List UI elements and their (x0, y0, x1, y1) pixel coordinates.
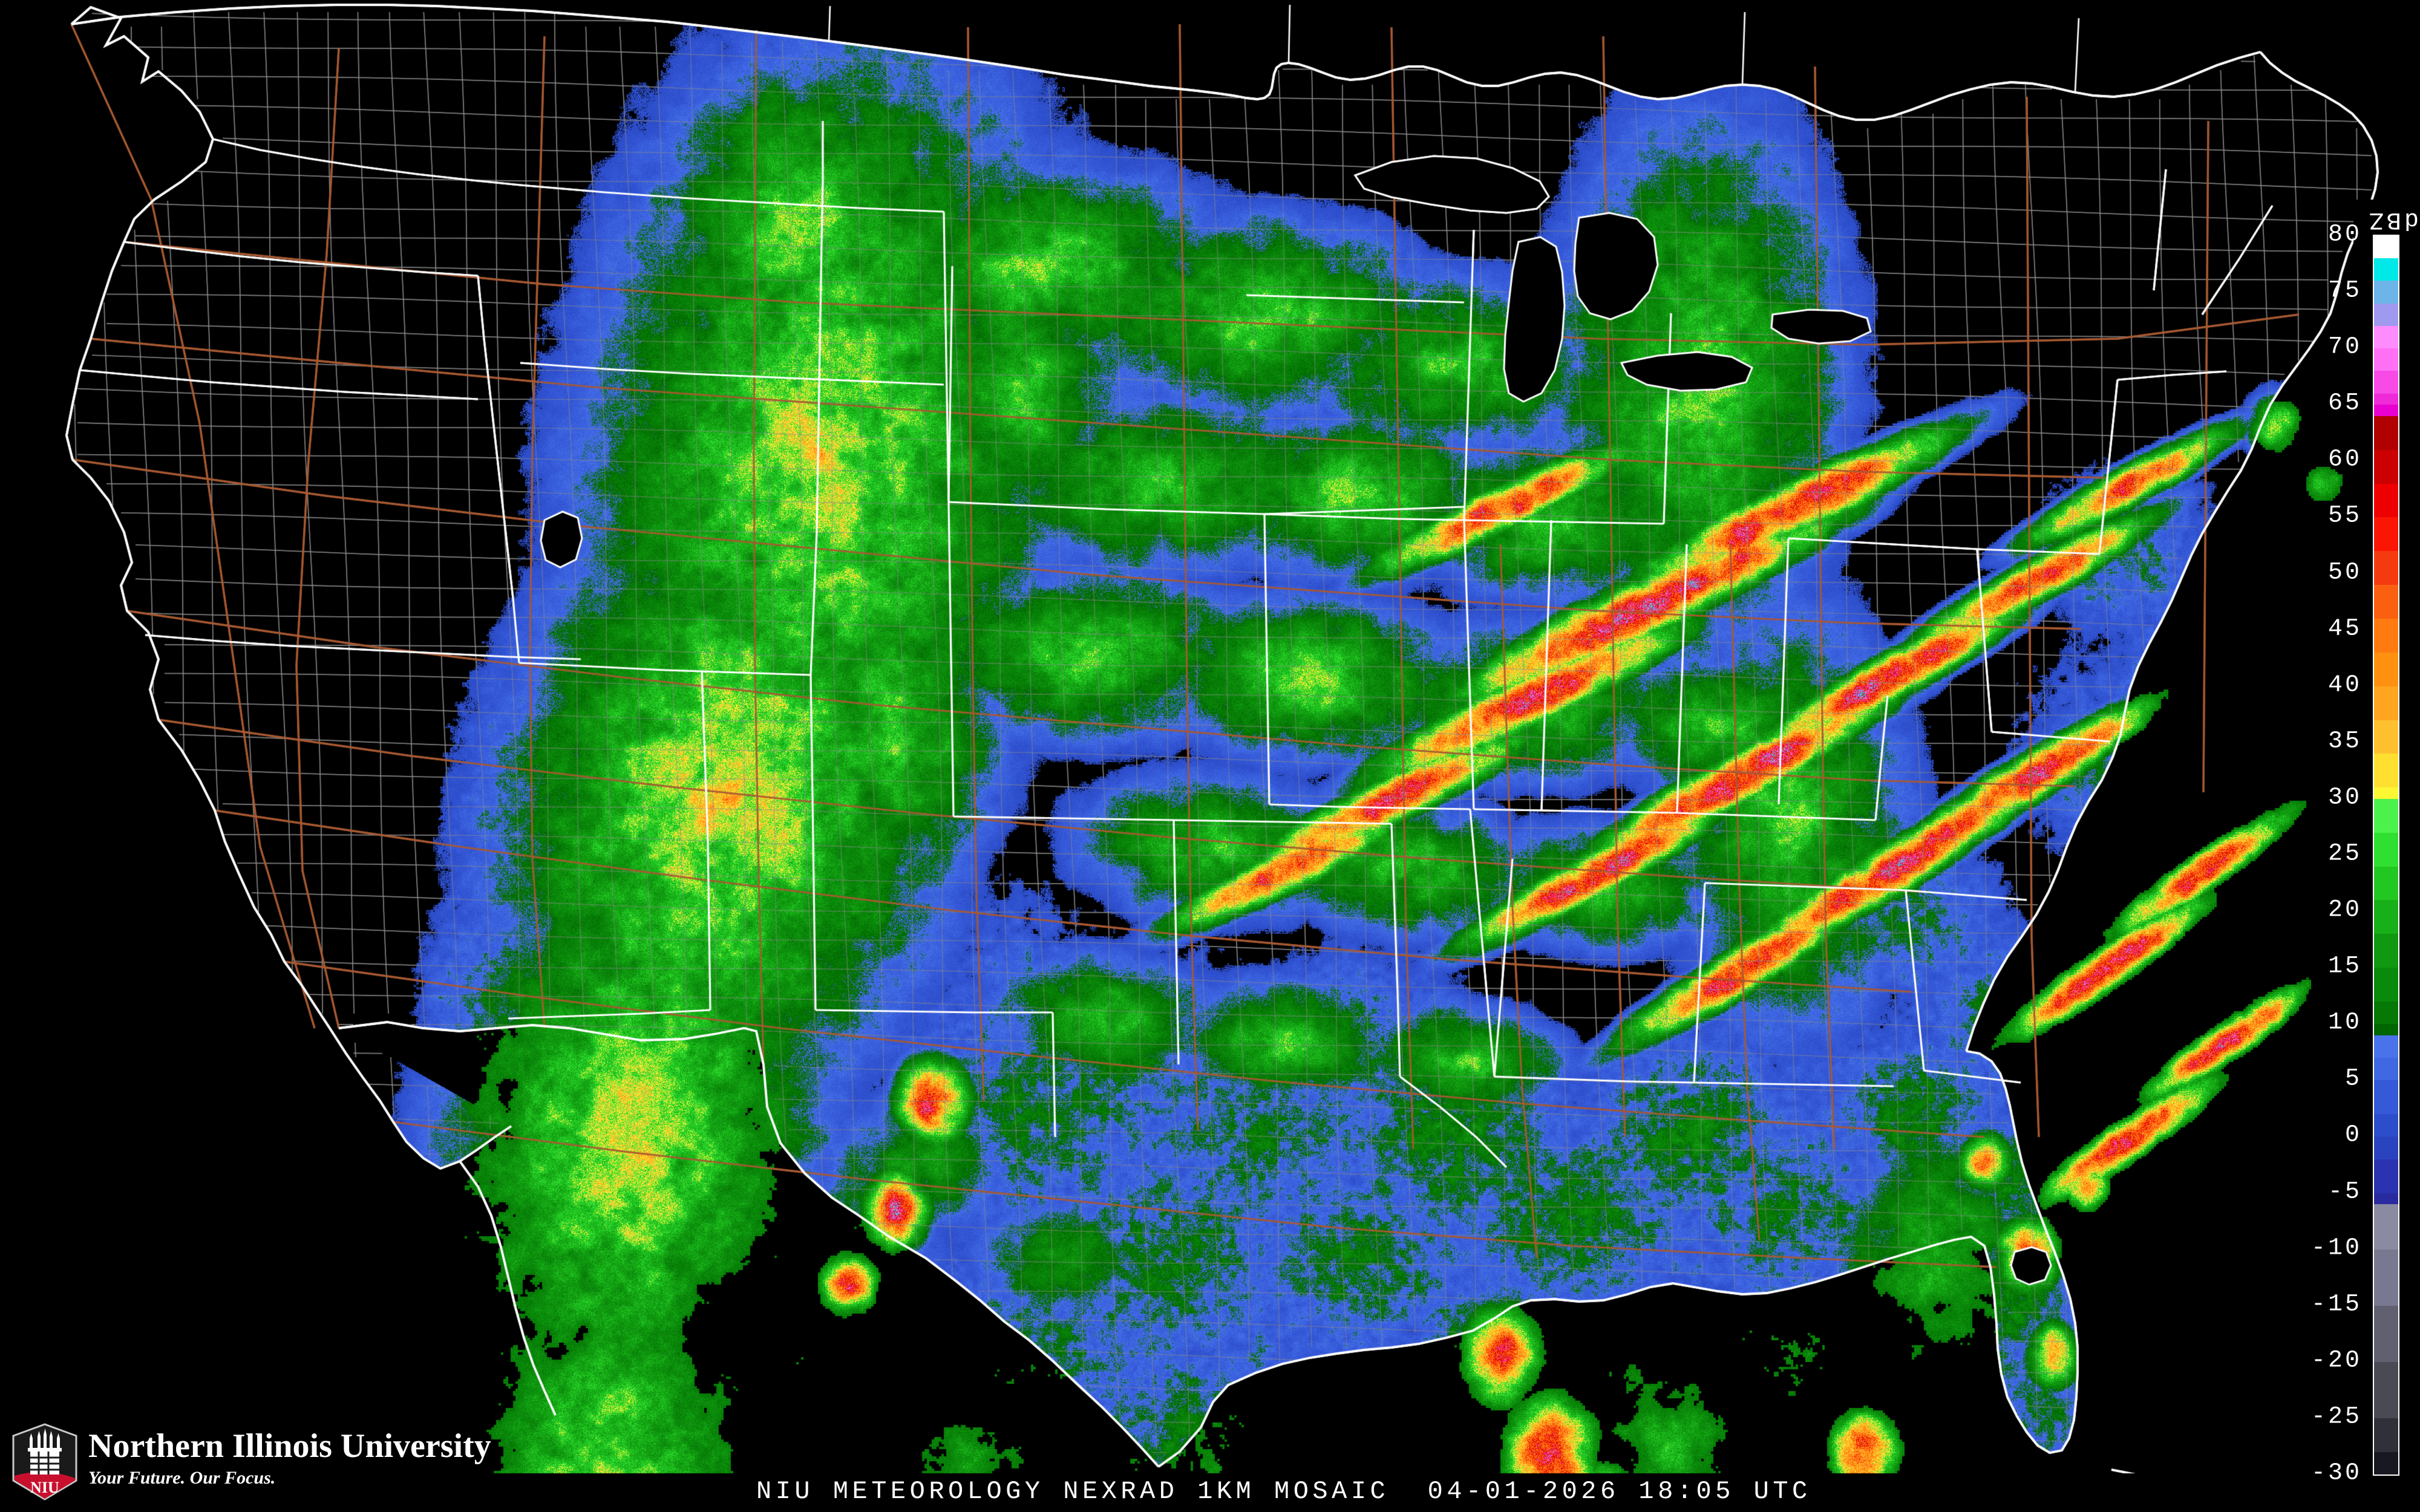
niu-wordmark: Northern Illinois University Your Future… (88, 1427, 491, 1490)
colorbar-segment (2374, 866, 2398, 901)
colorbar-segment (2374, 754, 2398, 788)
colorbar-segment (2374, 483, 2398, 518)
niu-branding: NIU Northern Illinois University Your Fu… (11, 1422, 491, 1501)
colorbar-segment (2374, 393, 2398, 405)
colorbar-segment (2374, 652, 2398, 686)
colorbar-segment (2374, 1249, 2398, 1306)
colorbar-segment (2374, 1136, 2398, 1159)
tower-windows (30, 1452, 59, 1475)
shield-red-band (15, 1471, 75, 1499)
colorbar-tick: 40 (2327, 671, 2362, 699)
colorbar-segment (2374, 371, 2398, 394)
colorbar-segment (2374, 1452, 2398, 1475)
colorbar-segment (2374, 1114, 2398, 1137)
colorbar-tick: 30 (2327, 784, 2362, 812)
colorbar-tick: 45 (2327, 615, 2362, 643)
colorbar-segment (2374, 303, 2398, 326)
colorbar-segment (2374, 585, 2398, 619)
colorbar-segment (2374, 551, 2398, 585)
colorbar-segment (2374, 1002, 2398, 1025)
colorbar-tick: -30 (2310, 1459, 2362, 1487)
colorbar-segment (2374, 968, 2398, 1002)
caption-bar: NIU METEOROLOGY NEXRAD 1KM MOSAIC 04-01-… (0, 1476, 2420, 1512)
colorbar-segment (2374, 1305, 2398, 1362)
colorbar-segment (2374, 281, 2398, 304)
colorbar-segment (2374, 1058, 2398, 1081)
niu-shield-logo: NIU (12, 1423, 77, 1501)
colorbar-segment (2374, 900, 2398, 934)
colorbar-tick: -10 (2310, 1234, 2362, 1262)
colorbar-tick: -20 (2310, 1347, 2362, 1375)
colorbar-segment (2374, 1159, 2398, 1193)
colorbar-segment (2374, 325, 2398, 349)
colorbar-segment (2374, 449, 2398, 484)
colorbar-panel: dBZ 80 75 70 65 60 55 50 45 40 35 30 25 20 15 10 5 0 -5 -1… (2299, 200, 2420, 1488)
colorbar-segment (2374, 720, 2398, 754)
colorbar-segment (2374, 415, 2398, 450)
colorbar-tick: -25 (2310, 1403, 2362, 1431)
colorbar-tick: 80 (2327, 221, 2362, 249)
colorbar-segment (2374, 934, 2398, 968)
colorbar-segment (2374, 1204, 2398, 1250)
colorbar-segment (2374, 832, 2398, 867)
colorbar-segment (2374, 787, 2398, 799)
colorbar-tick: -15 (2310, 1291, 2362, 1318)
colorbar-tick: 65 (2327, 389, 2362, 417)
colorbar-tick: 50 (2327, 559, 2362, 587)
colorbar-gradient (2373, 235, 2399, 1476)
colorbar-tick: 5 (2344, 1065, 2362, 1093)
university-tagline: Your Future. Our Focus. (88, 1468, 276, 1488)
colorbar-tick: 60 (2327, 446, 2362, 474)
colorbar-tick: 15 (2327, 953, 2362, 980)
colorbar-segment (2374, 348, 2398, 371)
colorbar-segment (2374, 798, 2398, 833)
dbz-unit-label: dBZ (2366, 206, 2419, 233)
colorbar-tick: 75 (2327, 277, 2362, 305)
product-caption: NIU METEOROLOGY NEXRAD 1KM MOSAIC 04-01-… (756, 1477, 1811, 1506)
colorbar-segment (2374, 619, 2398, 653)
colorbar-segment (2374, 236, 2398, 259)
shield-niu-text: NIU (30, 1479, 59, 1496)
colorbar-segment (2374, 1024, 2398, 1035)
colorbar-segment (2374, 405, 2398, 416)
colorbar-segment (2374, 1035, 2398, 1058)
colorbar-segment (2374, 1361, 2398, 1418)
colorbar-segment (2374, 258, 2398, 281)
colorbar-segment (2374, 1193, 2398, 1205)
colorbar-tick: -5 (2327, 1178, 2362, 1206)
colorbar-tick: 55 (2327, 502, 2362, 530)
colorbar-segment (2374, 517, 2398, 552)
university-name: Northern Illinois University (88, 1427, 491, 1465)
colorbar-segment (2374, 1418, 2398, 1452)
colorbar-tick-labels: 80 75 70 65 60 55 50 45 40 35 30 25 20 15 10 5 0 -5 -10 -15… (2299, 221, 2367, 1487)
colorbar-tick: 25 (2327, 840, 2362, 868)
colorbar-tick: 70 (2327, 333, 2362, 361)
colorbar-segment (2374, 1080, 2398, 1115)
colorbar-tick: 35 (2327, 728, 2362, 755)
colorbar-tick: 10 (2327, 1009, 2362, 1037)
colorbar-segment (2374, 686, 2398, 720)
colorbar-tick: 0 (2344, 1121, 2362, 1149)
colorbar-tick: 20 (2327, 896, 2362, 924)
